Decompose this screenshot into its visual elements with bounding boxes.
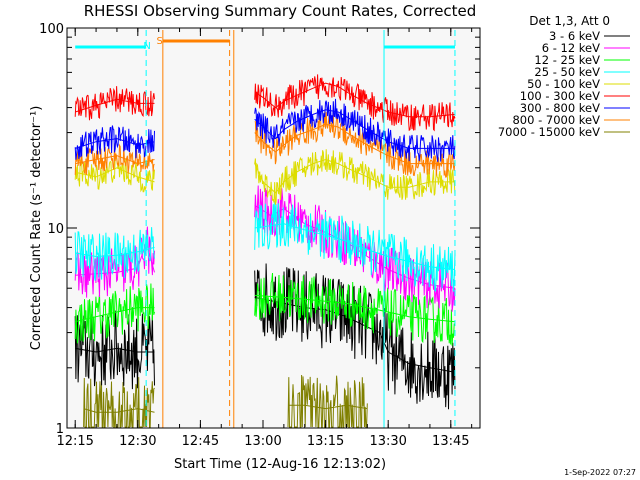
legend-entry-label: 12 - 25 keV xyxy=(534,53,600,67)
y-tick-label: 10 xyxy=(47,222,64,237)
footer-date: 1-Sep-2022 07:27 xyxy=(564,468,636,477)
series-noise xyxy=(287,374,368,428)
series-line xyxy=(254,109,455,149)
flag-annotation: S xyxy=(156,36,162,47)
chart-title: RHESSI Observing Summary Count Rates, Co… xyxy=(84,2,477,20)
legend-entry-label: 800 - 7000 keV xyxy=(512,113,600,127)
series-line xyxy=(75,138,155,149)
series-noise xyxy=(254,200,456,292)
series-noise xyxy=(254,263,456,410)
series-noise xyxy=(254,111,456,178)
x-tick-label: 12:30 xyxy=(119,434,156,449)
x-tick-label: 13:45 xyxy=(432,434,469,449)
series-noise xyxy=(74,310,155,390)
series-noise xyxy=(254,98,456,162)
series-noise xyxy=(83,377,155,428)
series-noise xyxy=(74,155,155,193)
series-noise xyxy=(74,125,155,160)
series-line xyxy=(288,404,368,410)
axes: 12:15 12:30 12:45 13:00 13:15 13:30 13:45 1 10 10… xyxy=(39,22,480,449)
series-line xyxy=(75,167,155,183)
series-noise xyxy=(74,227,155,281)
series-noise xyxy=(254,149,456,205)
legend-entry-label: 25 - 50 keV xyxy=(534,65,600,79)
flag-annotation: N xyxy=(143,41,150,52)
legend-entry-label: 7000 - 15000 keV xyxy=(498,125,600,139)
legend-header: Det 1,3, Att 0 xyxy=(529,14,610,28)
legend-entry-label: 300 - 800 keV xyxy=(520,101,600,115)
x-tick-label: 12:15 xyxy=(56,434,93,449)
series-noise xyxy=(74,283,155,344)
x-tick-label: 13:30 xyxy=(369,434,406,449)
x-tick-label: 13:15 xyxy=(307,434,344,449)
y-tick-label: 100 xyxy=(39,22,64,37)
series-noise xyxy=(254,74,456,132)
y-tick-label: 1 xyxy=(56,422,64,437)
legend-entry-label: 6 - 12 keV xyxy=(542,41,600,55)
series-noise xyxy=(74,86,155,121)
x-axis-label: Start Time (12-Aug-16 12:13:02) xyxy=(174,457,386,472)
legend-entry-label: 50 - 100 keV xyxy=(527,77,600,91)
series-noise xyxy=(74,226,155,298)
x-tick-label: 13:00 xyxy=(244,434,281,449)
y-axis-label: Corrected Count Rate (s⁻¹ detector⁻¹) xyxy=(29,106,44,351)
legend-entry-label: 3 - 6 keV xyxy=(549,29,600,43)
legend-entry-label: 100 - 300 keV xyxy=(520,89,600,103)
series-noise xyxy=(254,272,456,346)
x-tick-label: 12:45 xyxy=(182,434,219,449)
series-noise xyxy=(254,185,456,312)
